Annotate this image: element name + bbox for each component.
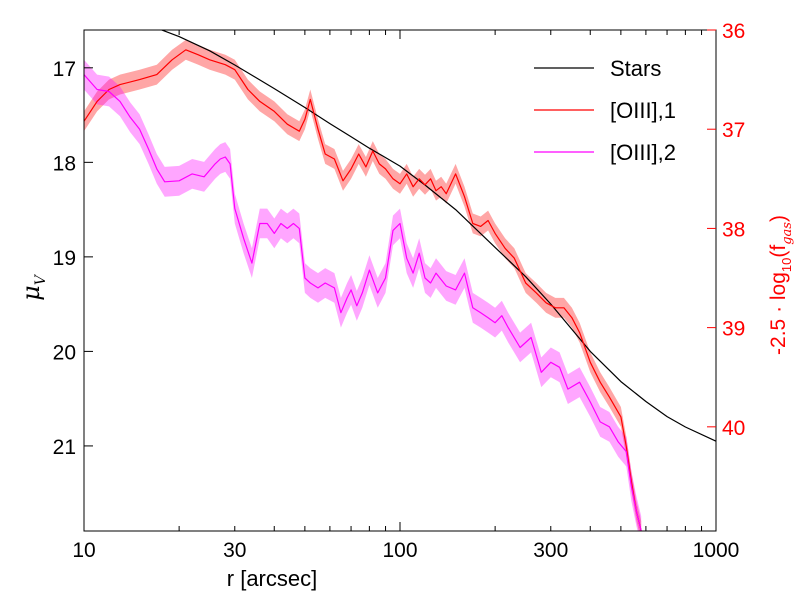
legend-label: [OIII],2	[610, 140, 676, 165]
x-axis-ticks: 10 30 100 300 1000	[72, 30, 739, 562]
right-axis-label: -2.5 · log10(fgas)	[767, 215, 795, 355]
y-left-tick-label: 21	[53, 436, 76, 459]
legend-label: [OIII],1	[610, 98, 676, 123]
series-line	[160, 30, 716, 442]
x-tick-label: 1000	[693, 539, 740, 562]
x-tick-label: 100	[382, 539, 417, 562]
y-right-tick-label: 38	[722, 218, 745, 241]
series-line	[84, 49, 642, 531]
right-axis-ticks: 36 37 38 39 40	[707, 20, 745, 440]
x-tick-label: 300	[533, 539, 568, 562]
y-left-tick-label: 19	[53, 247, 76, 270]
y-right-tick-label: 40	[722, 417, 745, 440]
series-lines	[84, 30, 716, 531]
y-right-tick-label: 37	[722, 119, 745, 142]
y-left-tick-label: 20	[53, 341, 76, 364]
series-bands	[84, 39, 642, 531]
legend: Stars [OIII],1 [OIII],2	[534, 56, 676, 165]
x-tick-label: 30	[223, 539, 246, 562]
y-right-tick-label: 36	[722, 20, 745, 43]
y-right-tick-label: 39	[722, 318, 745, 341]
left-axis-label: μV	[17, 273, 49, 301]
left-axis-ticks: 17 18 19 20 21	[53, 58, 93, 459]
y-left-tick-label: 18	[53, 152, 76, 175]
series-line	[84, 74, 642, 531]
series-band	[84, 39, 642, 531]
y-left-tick-label: 17	[53, 58, 76, 81]
legend-label: Stars	[610, 56, 661, 81]
x-tick-label: 10	[72, 539, 95, 562]
x-axis-label: r [arcsec]	[227, 566, 317, 591]
series-band	[84, 59, 642, 531]
